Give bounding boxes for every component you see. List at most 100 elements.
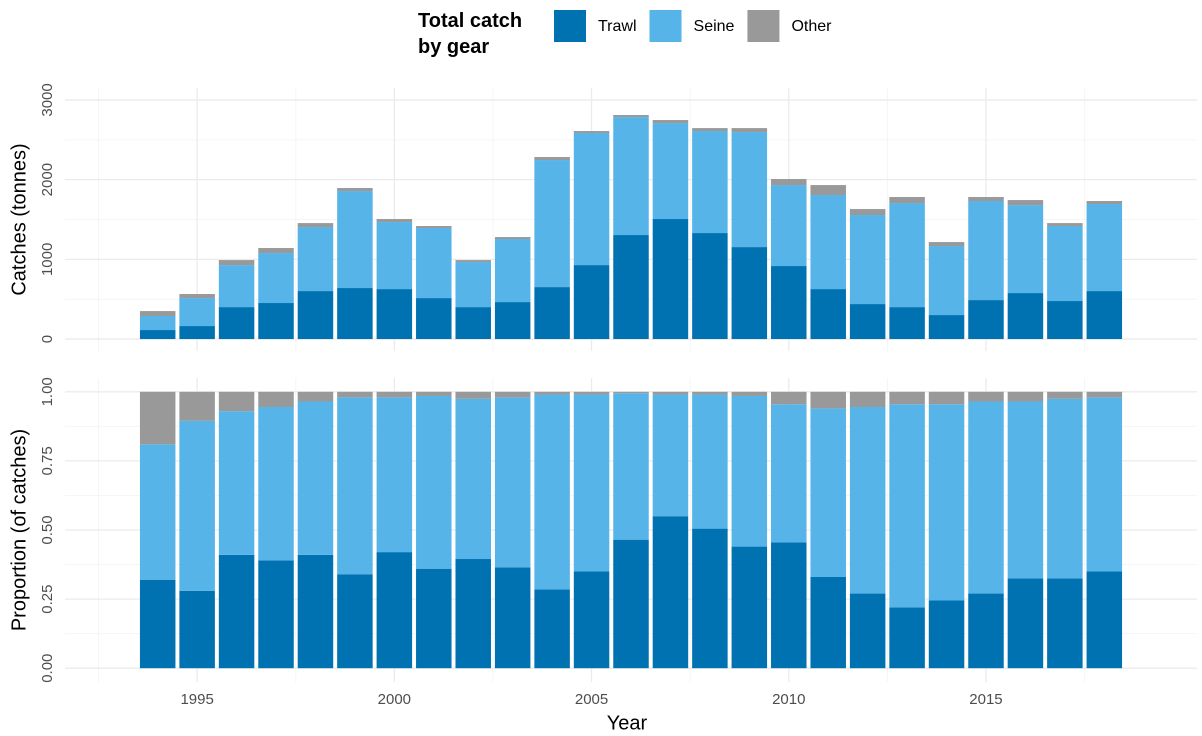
bar-segment: [652, 394, 689, 517]
bar-segment: [1007, 401, 1044, 579]
y-tick-label: 0.50: [39, 515, 56, 544]
bar-segment: [692, 528, 728, 669]
bar-segment: [1047, 398, 1083, 579]
bar-segment: [218, 307, 255, 340]
bar-segment: [416, 391, 452, 396]
bar-segment: [692, 391, 728, 395]
bar-segment: [376, 219, 413, 223]
y-tick-label: 1000: [39, 243, 56, 276]
bar-segment: [928, 404, 965, 601]
bar-segment: [573, 265, 610, 340]
x-axis-label: Year: [607, 712, 648, 734]
bar-segment: [652, 219, 689, 340]
bar-segment: [416, 395, 452, 569]
bar-segment: [731, 132, 768, 248]
legend-label: Seine: [694, 18, 735, 35]
bar-segment: [652, 391, 689, 395]
bar-segment: [258, 391, 294, 408]
bar-segment: [258, 248, 294, 254]
bar-segment: [494, 397, 531, 568]
bar-segment: [731, 395, 768, 547]
bar-segment: [573, 391, 610, 395]
bar-segment: [218, 411, 255, 555]
bar-segment: [297, 391, 334, 402]
bar-segment: [771, 179, 807, 186]
bar-segment: [297, 223, 334, 228]
bar-segment: [810, 289, 846, 340]
legend-label: Other: [791, 18, 832, 35]
y-tick-label: 0.25: [39, 584, 56, 613]
bar-segment: [139, 444, 176, 580]
bar-segment: [1047, 391, 1083, 399]
legend-title: Total catch by gear: [418, 10, 523, 58]
bar-segment: [771, 404, 807, 543]
legend-swatch: [554, 10, 586, 42]
bar-segment: [179, 326, 215, 340]
bar-segment: [337, 288, 373, 340]
bar-segment: [258, 407, 294, 561]
bar-segment: [613, 117, 649, 236]
bar-segment: [455, 260, 491, 263]
y-tick-label: 1.00: [39, 377, 56, 406]
bar-segment: [494, 237, 531, 240]
y-tick-label: 3000: [39, 83, 56, 116]
bar-segment: [139, 311, 176, 317]
bar-segment: [416, 568, 452, 669]
bar-segment: [928, 246, 965, 316]
bar-segment: [455, 391, 491, 399]
bar-segment: [613, 115, 649, 118]
bar-segment: [297, 401, 334, 555]
bar-segment: [731, 247, 768, 340]
y-tick-label: 0.75: [39, 446, 56, 475]
bar-segment: [218, 554, 255, 669]
bar-segment: [1007, 205, 1044, 294]
bar-segment: [613, 539, 649, 669]
bar-segment: [455, 398, 491, 560]
bar-segment: [218, 265, 255, 308]
y-axis-label: Proportion (of catches): [8, 429, 30, 631]
bar-segment: [1047, 223, 1083, 227]
bar-segment: [889, 404, 925, 608]
bar-segment: [1086, 397, 1123, 572]
bar-segment: [652, 120, 689, 124]
bar-segment: [376, 552, 413, 669]
bar-segment: [179, 294, 215, 299]
bar-segment: [139, 316, 176, 331]
bar-segment: [416, 228, 452, 299]
bar-segment: [849, 304, 886, 340]
bar-segment: [139, 330, 176, 340]
bar-segment: [968, 593, 1004, 669]
bar-segment: [337, 391, 373, 398]
bar-segment: [297, 291, 334, 340]
bar-segment: [1086, 571, 1123, 669]
bar-segment: [139, 391, 176, 445]
bar-segment: [494, 302, 531, 340]
bar-segment: [1086, 291, 1123, 340]
bar-segment: [337, 397, 373, 575]
bar-segment: [534, 391, 570, 395]
bar-segment: [968, 300, 1004, 340]
bar-segment: [1007, 293, 1044, 340]
bar-segment: [968, 401, 1004, 594]
legend-swatch: [649, 10, 682, 42]
bar-segment: [1007, 200, 1044, 206]
bar-segment: [889, 307, 925, 340]
bar-segment: [179, 391, 215, 421]
bar-segment: [258, 253, 294, 304]
bar-segment: [376, 289, 413, 340]
bar-segment: [258, 560, 294, 669]
y-axis-label: Catches (tonnes): [8, 143, 30, 295]
bar-segment: [1007, 578, 1044, 669]
bar-segment: [731, 546, 768, 669]
x-tick-label: 2005: [575, 691, 608, 708]
bar-segment: [731, 391, 768, 396]
legend-label: Trawl: [598, 18, 637, 35]
x-tick-label: 2010: [772, 691, 805, 708]
bar-segment: [692, 233, 728, 340]
bar-segment: [416, 226, 452, 229]
y-tick-label: 2000: [39, 163, 56, 196]
y-tick-label: 0: [39, 335, 56, 343]
bar-segment: [771, 391, 807, 405]
x-tick-label: 2015: [969, 691, 1002, 708]
